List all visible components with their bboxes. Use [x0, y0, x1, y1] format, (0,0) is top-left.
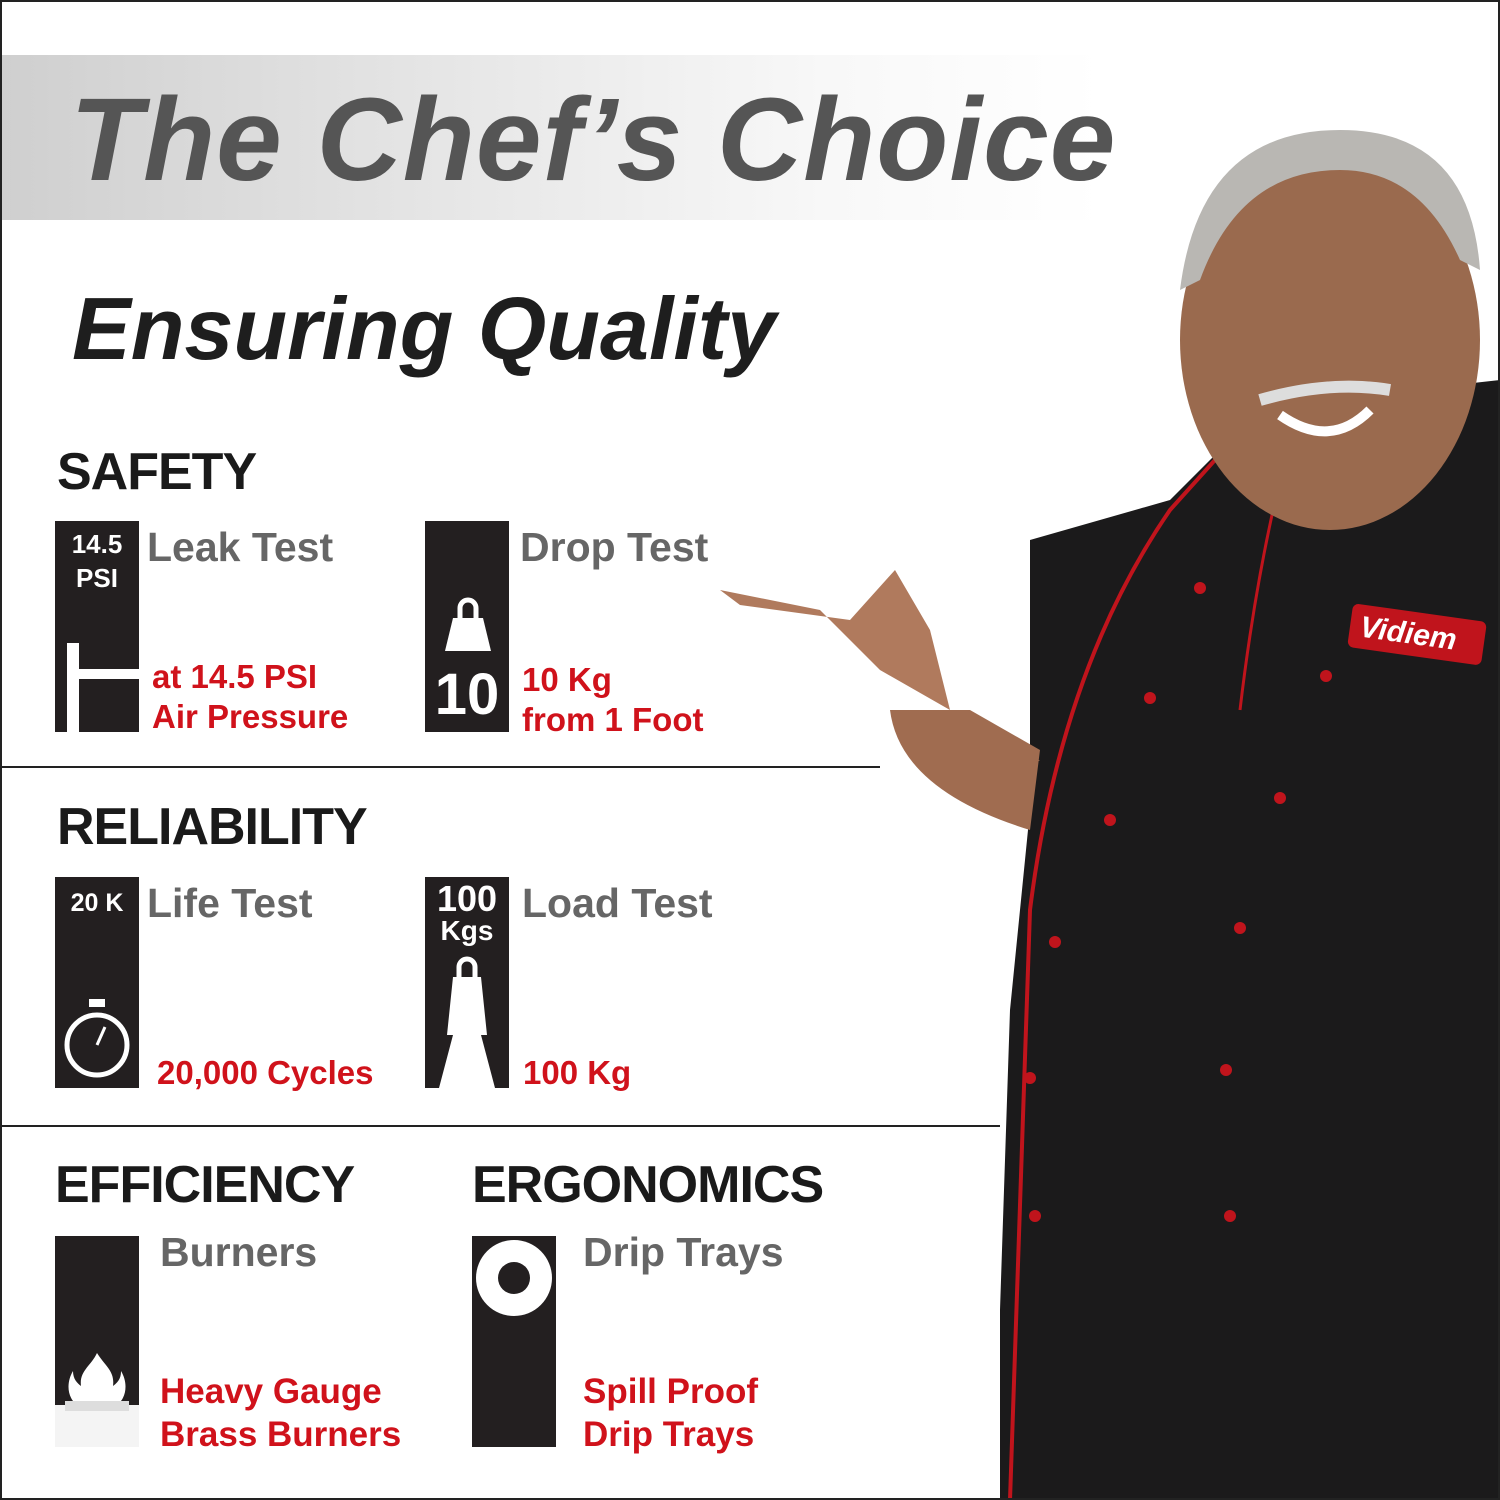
- drop-test-title: Drop Test: [520, 524, 709, 570]
- flame-burner-icon: [55, 1236, 139, 1447]
- leak-test-title: Leak Test: [147, 524, 334, 570]
- drip-tray-icon: [472, 1236, 556, 1447]
- drop-test-detail: 10 Kg from 1 Foot: [522, 661, 704, 738]
- section-heading-safety: SAFETY: [57, 443, 257, 501]
- load-test-detail: 100 Kg: [523, 1054, 632, 1091]
- load-weight-icon: 100 Kgs: [425, 877, 509, 1088]
- page-title: The Chef’s Choice: [70, 74, 1117, 206]
- section-heading-efficiency: EFFICIENCY: [55, 1156, 355, 1214]
- burners-detail: Heavy Gauge Brass Burners: [160, 1372, 402, 1454]
- life-test-title: Life Test: [147, 880, 313, 926]
- chef-image: Vidiem: [720, 130, 1500, 1500]
- burners-title: Burners: [160, 1229, 318, 1275]
- leak-test-detail: at 14.5 PSI Air Pressure: [152, 658, 349, 735]
- drip-trays-detail: Spill Proof Drip Trays: [583, 1372, 758, 1454]
- section-heading-reliability: RELIABILITY: [57, 798, 368, 856]
- section-divider: [0, 1125, 1000, 1127]
- life-test-detail: 20,000 Cycles: [157, 1054, 374, 1091]
- weight-icon: 10: [425, 521, 509, 732]
- load-test-title: Load Test: [522, 880, 713, 926]
- section-divider: [0, 766, 880, 768]
- section-heading-ergonomics: ERGONOMICS: [472, 1156, 824, 1214]
- pressure-gauge-icon: 14.5 PSI: [55, 521, 139, 732]
- page-subtitle: Ensuring Quality: [72, 279, 777, 378]
- drip-trays-title: Drip Trays: [583, 1229, 784, 1275]
- title-band: [2, 55, 1102, 220]
- stopwatch-icon: 20 K: [55, 877, 139, 1088]
